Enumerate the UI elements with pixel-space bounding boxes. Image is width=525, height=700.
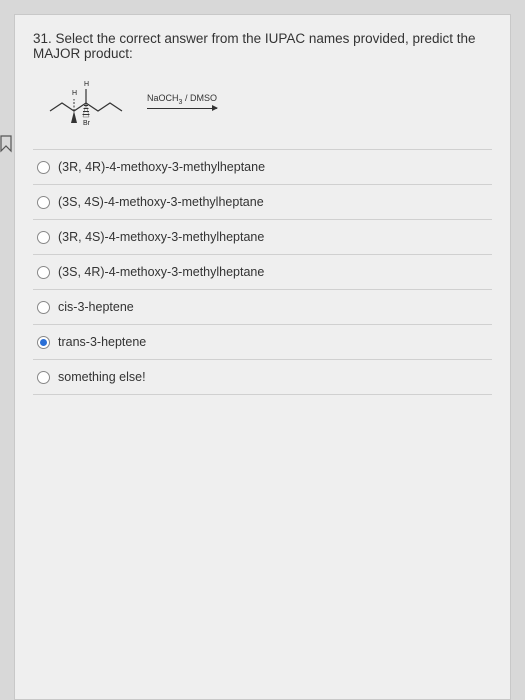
option-row[interactable]: (3R, 4S)-4-methoxy-3-methylheptane bbox=[33, 220, 492, 255]
option-row[interactable]: (3R, 4R)-4-methoxy-3-methylheptane bbox=[33, 150, 492, 185]
options-list: (3R, 4R)-4-methoxy-3-methylheptane (3S, 4… bbox=[33, 149, 492, 395]
question-title: 31. Select the correct answer from the I… bbox=[33, 31, 492, 61]
option-row[interactable]: something else! bbox=[33, 360, 492, 395]
option-label: (3S, 4R)-4-methoxy-3-methylheptane bbox=[58, 265, 264, 279]
radio-button[interactable] bbox=[37, 266, 50, 279]
h-label: H bbox=[72, 90, 77, 97]
option-label: (3R, 4R)-4-methoxy-3-methylheptane bbox=[58, 160, 265, 174]
question-text: Select the correct answer from the IUPAC… bbox=[33, 31, 475, 61]
reaction-scheme: H H Br NaOCH3 / DMSO bbox=[45, 71, 492, 131]
reagent-text: NaOCH3 / DMSO bbox=[147, 93, 217, 106]
arrow-line bbox=[147, 108, 217, 109]
bookmark-flag-icon bbox=[0, 135, 14, 157]
radio-button[interactable] bbox=[37, 196, 50, 209]
br-label: Br bbox=[83, 120, 91, 127]
radio-button[interactable] bbox=[37, 231, 50, 244]
option-row[interactable]: cis-3-heptene bbox=[33, 290, 492, 325]
radio-button[interactable] bbox=[37, 301, 50, 314]
option-label: (3S, 4S)-4-methoxy-3-methylheptane bbox=[58, 195, 264, 209]
option-label: something else! bbox=[58, 370, 146, 384]
question-number: 31. bbox=[33, 31, 52, 46]
molecule-structure: H H Br bbox=[45, 71, 135, 131]
question-card: 31. Select the correct answer from the I… bbox=[14, 14, 511, 700]
radio-button[interactable] bbox=[37, 161, 50, 174]
option-row[interactable]: (3S, 4S)-4-methoxy-3-methylheptane bbox=[33, 185, 492, 220]
radio-button[interactable] bbox=[37, 336, 50, 349]
option-row[interactable]: (3S, 4R)-4-methoxy-3-methylheptane bbox=[33, 255, 492, 290]
option-label: (3R, 4S)-4-methoxy-3-methylheptane bbox=[58, 230, 264, 244]
radio-button[interactable] bbox=[37, 371, 50, 384]
option-label: cis-3-heptene bbox=[58, 300, 134, 314]
reaction-arrow: NaOCH3 / DMSO bbox=[147, 93, 217, 109]
option-row[interactable]: trans-3-heptene bbox=[33, 325, 492, 360]
h-label2: H bbox=[84, 81, 89, 88]
option-label: trans-3-heptene bbox=[58, 335, 146, 349]
